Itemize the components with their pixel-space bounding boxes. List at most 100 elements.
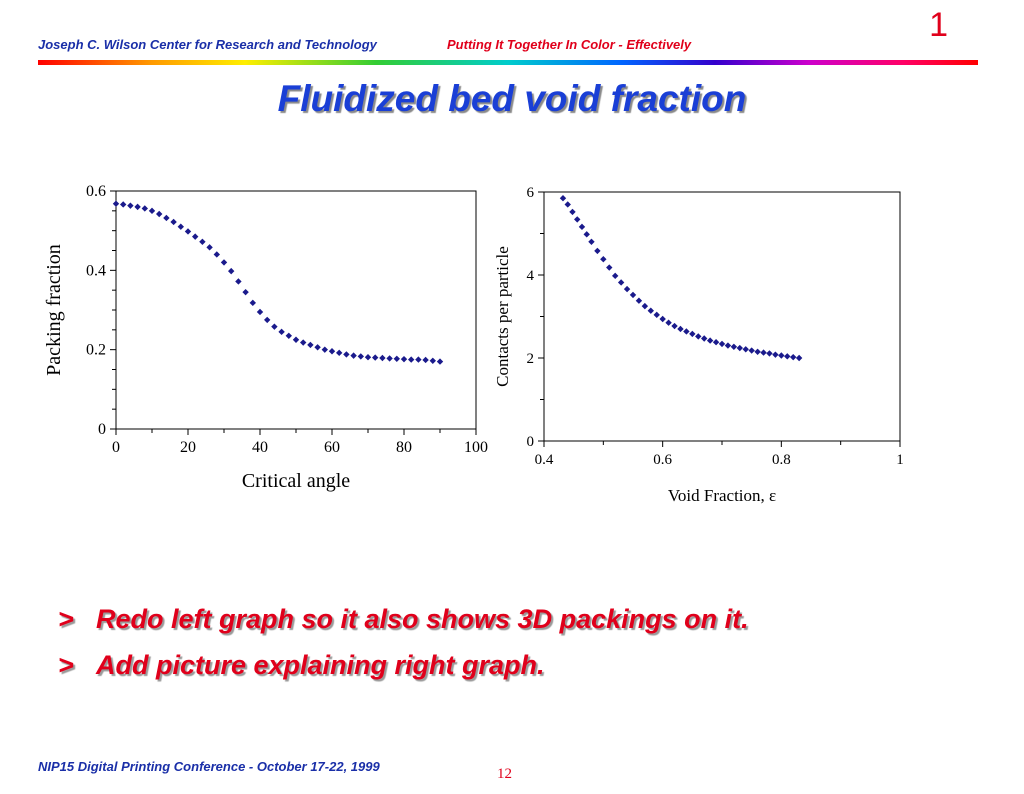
data-point [372,354,379,361]
data-point [170,218,177,226]
x-tick-label: 0.8 [772,452,791,468]
data-point [778,352,785,359]
data-point [623,285,631,293]
x-tick-label: 60 [324,439,340,456]
data-point [641,302,649,310]
data-point [706,337,714,344]
data-point [559,195,567,202]
data-point [400,355,408,363]
data-point [677,325,684,333]
data-point [653,311,660,319]
data-point [578,223,586,231]
data-point [600,256,607,263]
header-right-text: Putting It Together In Color - Effective… [447,37,692,52]
y-tick-label: 4 [527,268,535,284]
bullet-marker: > [58,604,74,634]
data-point [742,346,749,353]
data-point [148,207,156,215]
data-point [292,336,300,343]
page-number: 12 [497,766,512,782]
y-axis-label: Contacts per particle [493,246,512,387]
data-point [683,328,690,335]
bullet-list: > Redo left graph so it also shows 3D pac… [58,596,749,688]
data-point [436,358,444,365]
data-point [206,244,213,251]
y-axis-label: Packing fraction [43,244,65,376]
y-tick-label: 0 [98,421,106,438]
data-point [256,308,264,316]
data-point [665,319,672,326]
data-point [357,353,364,360]
x-tick-label: 0 [112,439,120,456]
data-point [772,351,779,358]
plot-frame [543,191,901,442]
data-point [718,340,726,348]
data-point [192,233,199,240]
data-point [264,316,271,324]
data-point [612,272,619,280]
data-point [328,348,336,355]
data-point [671,322,678,330]
x-tick-label: 40 [252,439,268,456]
data-point [784,353,791,360]
data-point [790,353,797,361]
x-tick-label: 0.4 [535,452,554,468]
data-point [271,323,278,330]
data-point [235,278,242,285]
data-point [659,315,666,323]
data-point [120,201,127,208]
y-tick-label: 0.4 [86,262,106,279]
data-point [695,333,702,340]
data-point [220,259,228,266]
data-point [736,344,743,352]
data-point [386,355,393,362]
data-point [701,335,708,342]
y-tick-label: 0.2 [86,342,106,359]
data-point [766,350,773,357]
data-point [422,356,429,364]
y-tick-label: 0.6 [86,183,106,200]
data-point [285,332,292,339]
data-point [350,352,357,359]
data-point [364,354,372,361]
data-point [569,208,576,216]
data-point [429,357,436,364]
data-point [415,356,422,363]
data-point [156,210,163,218]
data-point [635,297,643,304]
x-tick-label: 20 [180,439,196,456]
data-point [112,200,120,207]
header-left-text: Joseph C. Wilson Center for Research and… [38,37,377,52]
data-point [379,354,386,362]
y-tick-label: 2 [527,351,535,367]
bullet-text: Redo left graph so it also shows 3D pack… [96,604,749,634]
data-point [583,231,590,238]
data-point [134,203,141,211]
data-point [343,351,350,358]
x-axis-label: Critical angle [242,470,350,492]
bullet-item: > Add picture explaining right graph. [58,642,749,688]
data-point [213,251,220,258]
data-point [689,330,696,338]
x-tick-label: 1 [896,452,904,468]
footer-conference-text: NIP15 Digital Printing Conference - Octo… [38,759,380,774]
data-point [199,238,206,245]
data-point [647,307,654,314]
bullet-item: > Redo left graph so it also shows 3D pac… [58,596,749,642]
data-point [163,214,170,222]
bullet-marker: > [58,650,74,680]
data-point [795,354,803,362]
data-point [760,349,767,356]
data-point [300,339,307,346]
y-tick-label: 6 [527,185,535,201]
data-point [574,216,581,223]
data-point [127,202,134,209]
data-point [242,288,249,296]
data-point [307,341,314,349]
rainbow-divider [38,60,978,65]
data-point [184,228,192,235]
data-point [712,339,720,346]
data-point [748,347,755,354]
